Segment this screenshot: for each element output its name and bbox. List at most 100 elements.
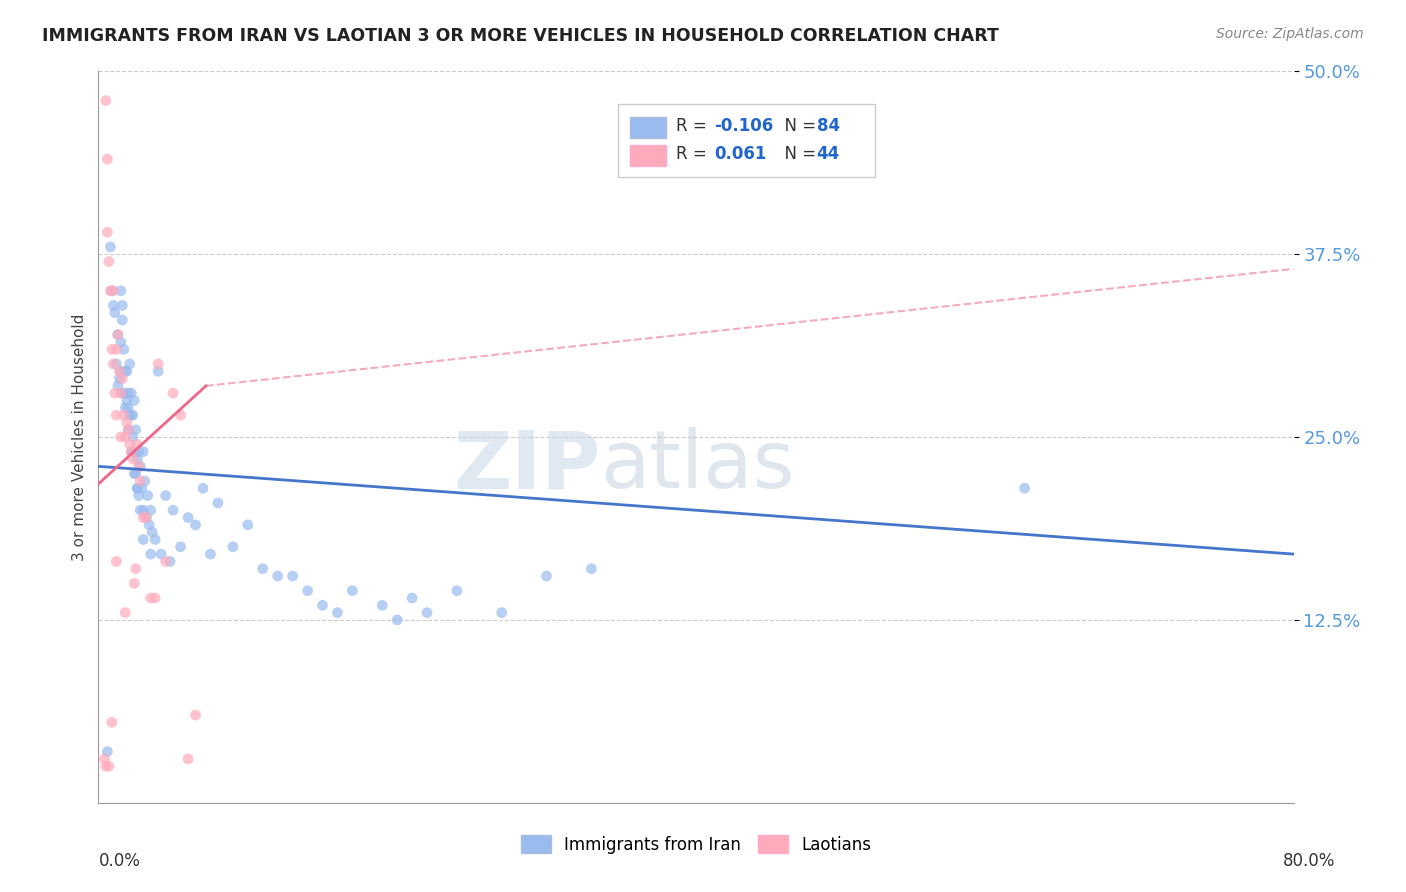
Point xyxy=(155,489,177,503)
Point xyxy=(111,386,134,401)
Point xyxy=(177,752,200,766)
Point xyxy=(581,562,603,576)
Point xyxy=(103,357,125,371)
Point xyxy=(124,444,146,458)
Point xyxy=(105,554,128,568)
Point xyxy=(110,334,132,349)
Point xyxy=(207,496,229,510)
Point xyxy=(110,430,132,444)
Point xyxy=(159,554,181,568)
Point xyxy=(132,503,155,517)
Point xyxy=(125,467,148,481)
Point xyxy=(200,547,222,561)
Text: -0.106: -0.106 xyxy=(714,117,773,136)
Bar xyxy=(630,118,666,138)
Text: N =: N = xyxy=(773,145,821,163)
Point xyxy=(148,364,170,378)
Point xyxy=(141,525,163,540)
Point xyxy=(127,452,149,467)
Point xyxy=(110,364,132,378)
Point xyxy=(491,606,513,620)
Point xyxy=(98,284,122,298)
Text: R =: R = xyxy=(676,117,711,136)
FancyBboxPatch shape xyxy=(619,104,876,178)
Point xyxy=(111,298,134,312)
Point xyxy=(236,517,259,532)
Point xyxy=(96,225,118,239)
Point xyxy=(105,408,128,422)
Point xyxy=(121,430,143,444)
Point xyxy=(138,517,160,532)
Point xyxy=(107,327,129,342)
Point xyxy=(342,583,364,598)
Point xyxy=(446,583,468,598)
Point xyxy=(112,408,135,422)
Point xyxy=(326,606,349,620)
Point xyxy=(94,759,117,773)
Point xyxy=(107,379,129,393)
Point xyxy=(121,452,143,467)
Point xyxy=(93,752,115,766)
Text: ZIP: ZIP xyxy=(453,427,600,506)
Point xyxy=(103,298,125,312)
Point xyxy=(114,364,136,378)
Point xyxy=(125,423,148,437)
Point xyxy=(105,357,128,371)
Point xyxy=(135,510,157,524)
Point xyxy=(127,481,149,495)
Point xyxy=(114,386,136,401)
Point xyxy=(139,547,162,561)
Point xyxy=(401,591,423,605)
Point xyxy=(96,152,118,166)
Point xyxy=(124,576,146,591)
Point xyxy=(143,591,166,605)
Point xyxy=(105,343,128,357)
Point xyxy=(108,371,131,385)
Point xyxy=(297,583,319,598)
Point xyxy=(97,254,120,268)
Point xyxy=(135,510,157,524)
Point xyxy=(136,489,159,503)
Point xyxy=(108,364,131,378)
Point xyxy=(131,481,153,495)
Point xyxy=(117,401,139,415)
Point xyxy=(129,474,152,488)
Point xyxy=(104,306,127,320)
Point xyxy=(112,343,135,357)
Point xyxy=(97,759,120,773)
Point xyxy=(120,444,142,458)
Point xyxy=(162,503,184,517)
Text: N =: N = xyxy=(773,117,821,136)
Point xyxy=(114,430,136,444)
Legend: Immigrants from Iran, Laotians: Immigrants from Iran, Laotians xyxy=(515,829,877,860)
Point xyxy=(155,554,177,568)
Point xyxy=(104,386,127,401)
Point xyxy=(143,533,166,547)
Point xyxy=(1014,481,1036,495)
Point xyxy=(416,606,439,620)
Point xyxy=(107,327,129,342)
Point xyxy=(191,481,214,495)
Point xyxy=(111,313,134,327)
Point xyxy=(127,481,149,495)
Point xyxy=(120,408,142,422)
Point xyxy=(184,517,207,532)
Text: 0.0%: 0.0% xyxy=(98,852,141,870)
Point xyxy=(132,510,155,524)
Point xyxy=(139,591,162,605)
Text: IMMIGRANTS FROM IRAN VS LAOTIAN 3 OR MORE VEHICLES IN HOUSEHOLD CORRELATION CHAR: IMMIGRANTS FROM IRAN VS LAOTIAN 3 OR MOR… xyxy=(42,27,1000,45)
Point xyxy=(94,94,117,108)
Point xyxy=(132,444,155,458)
Point xyxy=(129,503,152,517)
Point xyxy=(115,364,138,378)
Point xyxy=(371,599,394,613)
Text: 0.061: 0.061 xyxy=(714,145,766,163)
Point xyxy=(252,562,274,576)
Point xyxy=(385,613,409,627)
Text: 84: 84 xyxy=(817,117,839,136)
Point xyxy=(117,386,139,401)
Point xyxy=(267,569,290,583)
Point xyxy=(148,357,170,371)
Point xyxy=(536,569,558,583)
Text: Source: ZipAtlas.com: Source: ZipAtlas.com xyxy=(1216,27,1364,41)
